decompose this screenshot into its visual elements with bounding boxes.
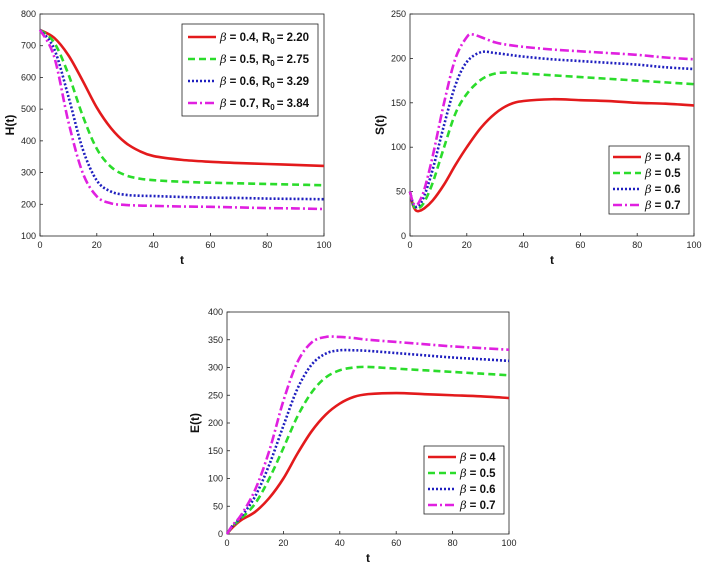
y-tick-label-h-4: 500 bbox=[21, 104, 36, 114]
legend-h: β = 0.4, R0 = 2.20 β = 0.5, R0 = 2.75 β = 0.6… bbox=[181, 23, 319, 117]
y-tick-label-e-0: 0 bbox=[218, 529, 223, 539]
legend-e: β = 0.4 β = 0.5 β = 0.6 β = 0.7 bbox=[423, 445, 505, 515]
y-axis-label-h: H(t) bbox=[3, 115, 17, 136]
y-tick-label-e-1: 50 bbox=[213, 501, 223, 511]
legend-entry-e-0: β = 0.4 bbox=[459, 450, 496, 464]
ticks-h: 0 20 40 60 80 100 100 200 300 400 500 600 700 800 bbox=[21, 9, 332, 250]
x-tick-label-h-0: 0 bbox=[37, 240, 42, 250]
x-tick-label-h-4: 80 bbox=[262, 240, 272, 250]
y-tick-label-s-5: 250 bbox=[391, 9, 406, 19]
y-tick-label-e-8: 400 bbox=[208, 307, 223, 317]
legend-entry-h-3: β = 0.7, R0 = 3.84 bbox=[219, 96, 310, 112]
y-tick-label-e-7: 350 bbox=[208, 335, 223, 345]
legend-entry-s-2: β = 0.6 bbox=[644, 182, 681, 196]
series-line-s-0 bbox=[408, 97, 695, 213]
y-tick-label-h-7: 800 bbox=[21, 9, 36, 19]
legend-s: β = 0.4 β = 0.5 β = 0.6 β = 0.7 bbox=[608, 145, 690, 215]
y-axis-label-s: S(t) bbox=[373, 115, 387, 135]
x-tick-label-s-3: 60 bbox=[575, 240, 585, 250]
x-tick-label-s-1: 20 bbox=[462, 240, 472, 250]
ticks-s: 0 20 40 60 80 100 0 50 100 150 200 250 bbox=[391, 9, 702, 250]
chart-h: H(t) t 0 20 40 60 80 100 100 200 300 400 500 600 700… bbox=[3, 9, 332, 267]
y-tick-label-s-2: 100 bbox=[391, 142, 406, 152]
chart-s: S(t) t 0 20 40 60 80 100 0 50 100 150 200 250 β = 0.… bbox=[373, 9, 702, 267]
y-tick-label-h-3: 400 bbox=[21, 136, 36, 146]
x-axis-label-h: t bbox=[180, 253, 184, 267]
x-tick-label-e-2: 40 bbox=[335, 538, 345, 548]
legend-box-h bbox=[181, 23, 319, 117]
y-tick-label-e-6: 300 bbox=[208, 363, 223, 373]
legend-entry-s-3: β = 0.7 bbox=[644, 198, 681, 212]
legend-entry-h-2: β = 0.6, R0 = 3.29 bbox=[219, 74, 309, 90]
series-line-e-0 bbox=[225, 391, 510, 535]
y-tick-label-e-2: 100 bbox=[208, 474, 223, 484]
series-line-e-2 bbox=[225, 348, 510, 535]
series-line-s-1 bbox=[408, 71, 695, 211]
y-tick-label-e-4: 200 bbox=[208, 418, 223, 428]
y-tick-label-h-1: 200 bbox=[21, 199, 36, 209]
x-tick-label-e-1: 20 bbox=[278, 538, 288, 548]
x-tick-label-e-5: 100 bbox=[501, 538, 516, 548]
x-axis-label-s: t bbox=[550, 253, 554, 267]
x-tick-label-e-3: 60 bbox=[391, 538, 401, 548]
y-tick-label-e-5: 250 bbox=[208, 390, 223, 400]
x-tick-label-s-5: 100 bbox=[686, 240, 701, 250]
y-axis-label-e: E(t) bbox=[188, 413, 202, 433]
x-axis-label-e: t bbox=[366, 551, 370, 565]
ticks-e: 0 20 40 60 80 100 0 50 100 150 200 250 300 350 400 bbox=[208, 307, 517, 548]
y-tick-label-s-4: 200 bbox=[391, 53, 406, 63]
y-tick-label-h-5: 600 bbox=[21, 72, 36, 82]
series-line-e-3 bbox=[225, 335, 510, 535]
x-tick-label-e-4: 80 bbox=[448, 538, 458, 548]
legend-entry-e-3: β = 0.7 bbox=[459, 498, 496, 512]
series-line-h-2 bbox=[38, 29, 325, 201]
legend-entry-s-0: β = 0.4 bbox=[644, 150, 681, 164]
x-tick-label-s-0: 0 bbox=[407, 240, 412, 250]
legend-entry-e-1: β = 0.5 bbox=[459, 466, 496, 480]
legend-entry-h-1: β = 0.5, R0 = 2.75 bbox=[219, 52, 310, 68]
y-tick-label-h-6: 700 bbox=[21, 41, 36, 51]
series-line-e-1 bbox=[225, 365, 510, 535]
legend-entry-h-0: β = 0.4, R0 = 2.20 bbox=[219, 30, 309, 46]
x-tick-label-e-0: 0 bbox=[224, 538, 229, 548]
x-tick-label-h-1: 20 bbox=[92, 240, 102, 250]
legend-entry-e-2: β = 0.6 bbox=[459, 482, 496, 496]
y-tick-label-h-2: 300 bbox=[21, 168, 36, 178]
series-h bbox=[38, 28, 325, 211]
series-line-s-3 bbox=[408, 32, 695, 207]
series-line-h-0 bbox=[39, 28, 325, 168]
y-tick-label-s-0: 0 bbox=[401, 231, 406, 241]
y-tick-label-e-3: 150 bbox=[208, 446, 223, 456]
y-tick-label-h-0: 100 bbox=[21, 231, 36, 241]
x-tick-label-h-2: 40 bbox=[149, 240, 159, 250]
series-line-h-1 bbox=[39, 28, 325, 187]
y-tick-label-s-1: 50 bbox=[396, 187, 406, 197]
series-line-s-2 bbox=[408, 50, 695, 209]
chart-e: E(t) t 0 20 40 60 80 100 0 50 100 150 200 250 300 350… bbox=[188, 307, 517, 565]
x-tick-label-s-4: 80 bbox=[632, 240, 642, 250]
series-s bbox=[408, 32, 695, 213]
series-e bbox=[225, 335, 510, 535]
y-tick-label-s-3: 150 bbox=[391, 98, 406, 108]
x-tick-label-h-3: 60 bbox=[205, 240, 215, 250]
x-tick-label-h-5: 100 bbox=[316, 240, 331, 250]
series-line-h-3 bbox=[38, 29, 325, 211]
legend-entry-s-1: β = 0.5 bbox=[644, 166, 681, 180]
x-tick-label-s-2: 40 bbox=[519, 240, 529, 250]
